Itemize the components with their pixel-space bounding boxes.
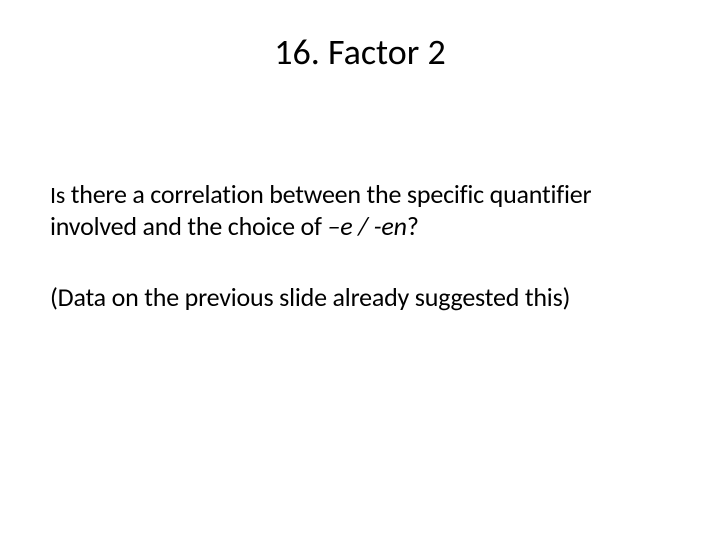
slide-title: 16. Factor 2 — [50, 30, 670, 74]
para1-tail: ? — [407, 210, 419, 242]
paragraph-1: Is there a correlation between the speci… — [50, 179, 670, 242]
slide-body: Is there a correlation between the speci… — [50, 179, 670, 313]
para1-italic: –e / -en — [327, 210, 406, 242]
slide: 16. Factor 2 Is there a correlation betw… — [0, 0, 720, 540]
paragraph-2: (Data on the previous slide already sugg… — [50, 282, 670, 313]
para1-rest-a: there a correlation between the specific… — [50, 178, 591, 242]
para1-lead: Is — [50, 181, 65, 210]
